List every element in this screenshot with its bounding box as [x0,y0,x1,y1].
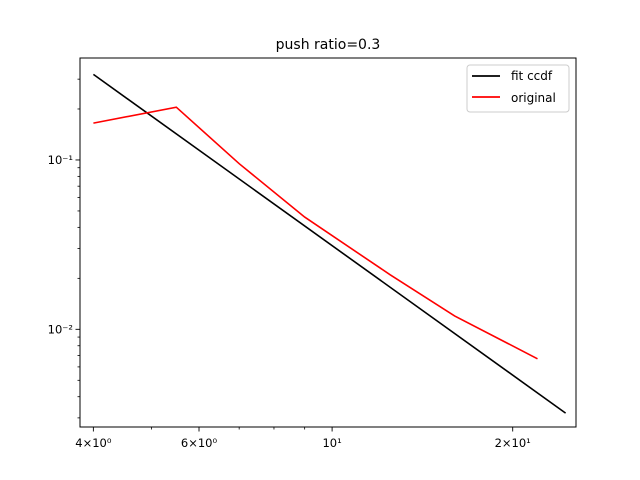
plot-lines [92,73,567,414]
legend: fit ccdf original [466,64,570,113]
series-line-original [93,106,538,360]
y-tick-label: 10⁻² [48,322,73,336]
y-tick-label: 10⁻¹ [48,153,73,167]
series-line-fit-ccdf [92,73,567,414]
chart-title: push ratio=0.3 [276,37,381,53]
x-tick-label: 6×10⁰ [181,436,218,450]
x-axis-ticks: 4×10⁰ 6×10⁰ 10¹ 2×10¹ [75,427,531,450]
x-tick-label: 10¹ [322,436,341,450]
y-axis-ticks: 10⁻¹ 10⁻² [48,78,80,419]
legend-label-fit-ccdf: fit ccdf [511,69,553,83]
plot-frame [79,57,577,428]
legend-label-original: original [511,91,556,105]
x-tick-label: 4×10⁰ [75,436,112,450]
x-tick-label: 2×10¹ [495,436,531,450]
